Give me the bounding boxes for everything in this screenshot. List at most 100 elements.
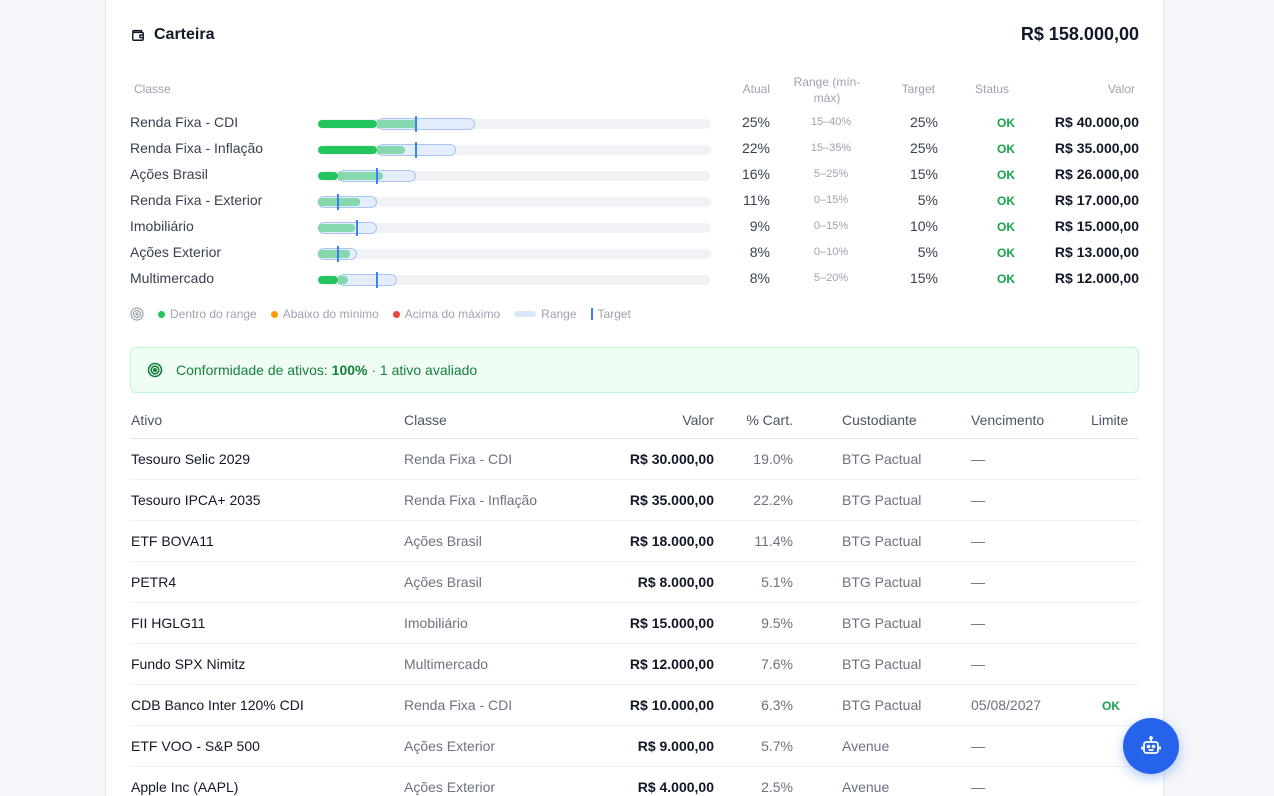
asset-custodian: Avenue [842,738,890,754]
table-row[interactable]: PETR4 Ações Brasil R$ 8.000,00 5.1% BTG Pact… [130,562,1139,603]
allocation-target: 5% [917,244,938,260]
allocation-current: 11% [743,192,770,208]
allocation-row: Renda Fixa - Exterior 11% 0–15% 5% OK R$ 17.0… [0,188,1274,214]
asset-pct: 11.4% [754,533,793,549]
allocation-value: R$ 15.000,00 [1054,218,1139,234]
asset-custodian: BTG Pactual [842,492,922,508]
legend-range: Range [514,307,577,321]
asset-class: Imobiliário [404,615,468,631]
wallet-icon [132,29,144,41]
allocation-target-marker [415,116,418,132]
portfolio-card [105,0,1164,796]
table-row[interactable]: Tesouro Selic 2029 Renda Fixa - CDI R$ 30.… [130,439,1139,480]
th-ativo[interactable]: Ativo [131,412,163,428]
col-atual: Atual [742,82,770,96]
allocation-range: 15–40% [810,116,852,128]
asset-name: FII HGLG11 [131,615,206,631]
allocation-target: 10% [909,218,938,234]
table-row[interactable]: ETF VOO - S&P 500 Ações Exterior R$ 9.000,… [130,726,1139,767]
table-row[interactable]: Fundo SPX Nimitz Multimercado R$ 12.000,00… [130,644,1139,685]
allocation-row: Ações Exterior 8% 0–10% 5% OK R$ 13.000,00 [0,240,1274,266]
col-status: Status [975,82,1010,96]
allocation-class-name: Renda Fixa - Inflação [130,140,264,156]
asset-custodian: BTG Pactual [842,574,922,590]
table-row[interactable]: Tesouro IPCA+ 2035 Renda Fixa - Inflação R… [130,480,1139,521]
allocation-fill-in-range [318,250,351,258]
asset-maturity: — [971,738,985,754]
legend-in-range: Dentro do range [158,307,257,321]
asset-value: R$ 9.000,00 [637,738,714,754]
allocation-class-name: Renda Fixa - Exterior [130,192,263,208]
allocation-target: 25% [909,114,938,130]
legend-below: Abaixo do mínimo [270,307,379,321]
allocation-fill-in-range [318,224,356,232]
allocation-current: 9% [749,218,770,234]
allocation-current: 25% [741,114,770,130]
assets-table-header: Ativo Classe Valor % Cart. Custodiante V… [130,400,1139,439]
asset-name: PETR4 [131,574,177,590]
allocation-target: 15% [909,270,938,286]
allocation-fill-in-range [318,198,361,206]
allocation-fill [318,276,338,284]
portfolio-total: R$ 158.000,00 [1020,24,1139,44]
allocation-bar [318,194,711,210]
asset-custodian: BTG Pactual [842,656,922,672]
allocation-row: Imobiliário 9% 0–15% 10% OK R$ 15.000,00 [0,214,1274,240]
th-valor[interactable]: Valor [682,412,714,428]
allocation-row: Renda Fixa - Inflação 22% 15–35% 25% OK R$ 35… [0,136,1274,162]
th-vencimento[interactable]: Vencimento [971,412,1045,428]
allocation-value: R$ 12.000,00 [1054,270,1139,286]
th-pct[interactable]: % Cart. [746,412,793,428]
asset-value: R$ 4.000,00 [637,779,714,795]
allocation-status: OK [997,142,1015,156]
asset-pct: 19.0% [753,451,793,467]
allocation-target: 25% [909,140,938,156]
asset-pct: 5.1% [761,574,793,590]
allocation-target: 5% [917,192,938,208]
allocation-status: OK [997,168,1015,182]
asset-pct: 5.7% [761,738,793,754]
allocation-value: R$ 35.000,00 [1054,140,1139,156]
asset-class: Renda Fixa - Inflação [404,492,538,508]
asset-class: Multimercado [404,656,489,672]
allocation-status: OK [997,220,1015,234]
assistant-button[interactable] [1123,718,1179,774]
allocation-header: Classe Atual Range (mín-máx) Target Stat… [0,74,1274,106]
table-row[interactable]: CDB Banco Inter 120% CDI Renda Fixa - CDI… [130,685,1139,726]
allocation-range: 15–35% [810,142,852,154]
th-limite[interactable]: Limite [1091,412,1129,428]
allocation-fill-in-range [337,276,348,284]
allocation-current: 8% [749,270,770,286]
allocation-range: 0–15% [813,194,849,206]
allocation-range: 0–15% [813,220,849,232]
asset-name: Tesouro IPCA+ 2035 [131,492,261,508]
asset-value: R$ 30.000,00 [629,451,714,467]
allocation-fill-in-range [376,146,406,154]
allocation-current: 16% [741,166,770,182]
th-classe[interactable]: Classe [404,412,447,428]
table-row[interactable]: ETF BOVA11 Ações Brasil R$ 18.000,00 11.4% B… [130,521,1139,562]
asset-custodian: Avenue [842,779,890,795]
allocation-bar [318,116,711,132]
asset-maturity: — [971,574,985,590]
table-row[interactable]: FII HGLG11 Imobiliário R$ 15.000,00 9.5% BTG… [130,603,1139,644]
asset-pct: 6.3% [761,697,793,713]
allocation-status: OK [997,246,1015,260]
asset-class: Ações Exterior [404,738,496,754]
asset-custodian: BTG Pactual [842,451,922,467]
asset-name: Tesouro Selic 2029 [131,451,251,467]
allocation-value: R$ 13.000,00 [1054,244,1139,260]
table-row[interactable]: Apple Inc (AAPL) Ações Exterior R$ 4.000,0… [130,767,1139,796]
allocation-fill [318,146,377,154]
allocation-status: OK [997,116,1015,130]
allocation-class-name: Ações Brasil [130,166,208,182]
allocation-bar [318,168,711,184]
asset-pct: 2.5% [761,779,793,795]
asset-class: Renda Fixa - CDI [404,451,513,467]
th-custodiante[interactable]: Custodiante [842,412,917,428]
target-icon [130,307,144,321]
allocation-legend: Dentro do range Abaixo do mínimo Acima d… [130,307,631,321]
asset-custodian: BTG Pactual [842,533,922,549]
legend-target: Target [590,307,631,321]
allocation-class-name: Renda Fixa - CDI [130,114,239,130]
